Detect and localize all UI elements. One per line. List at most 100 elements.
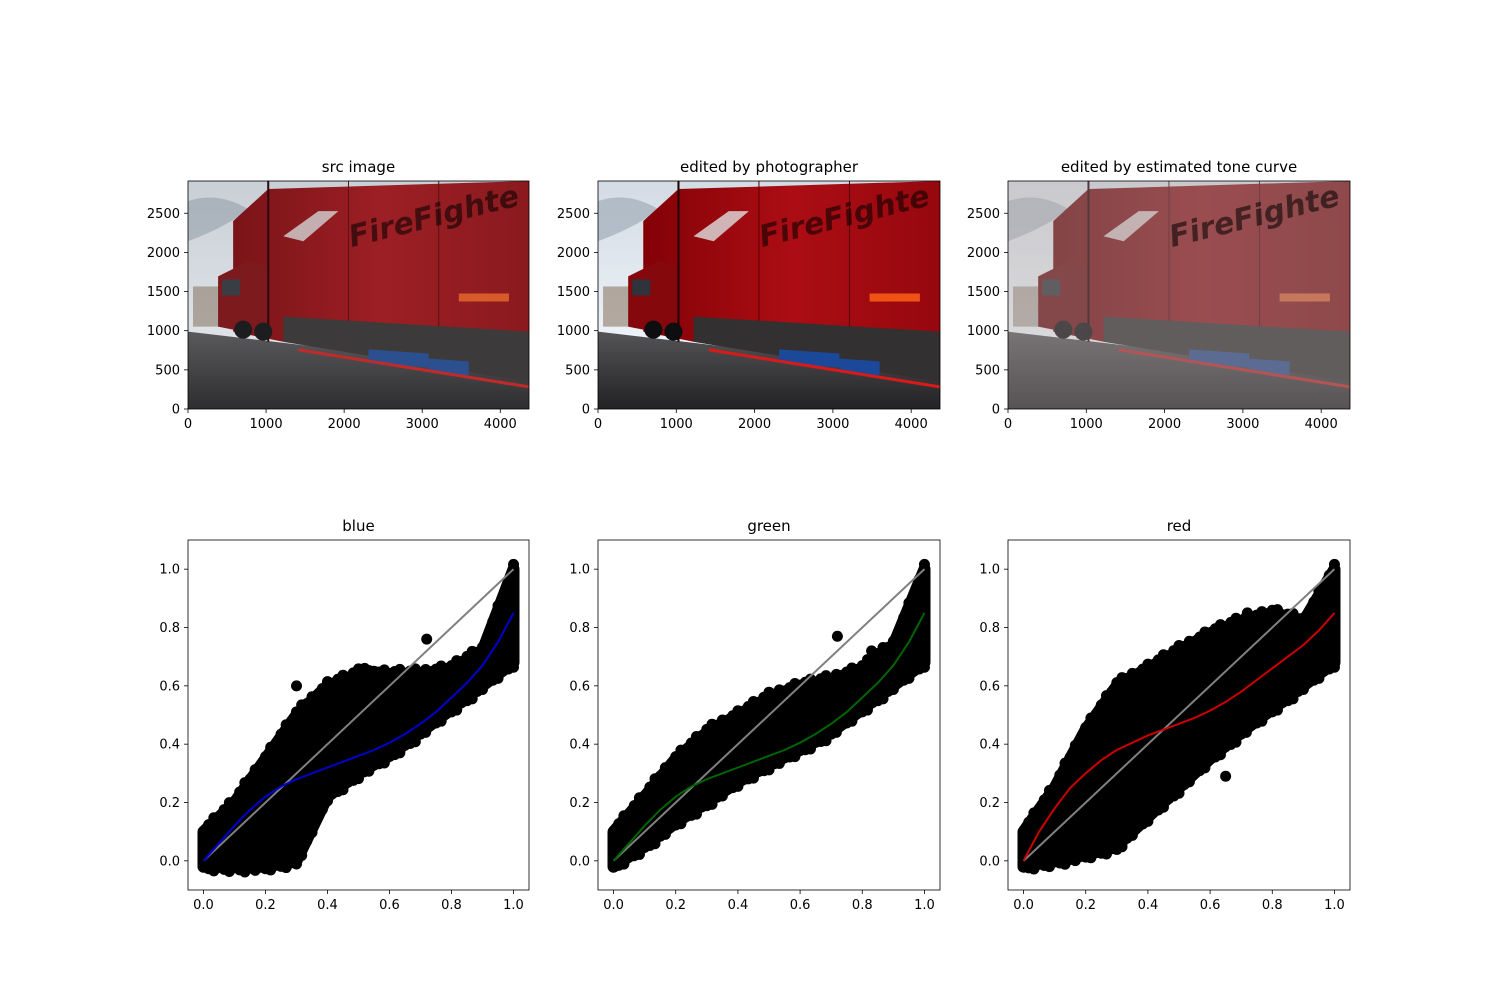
scatter-point (623, 808, 635, 820)
x-tick-label: 4000 (1305, 417, 1338, 432)
scatter-point (306, 826, 318, 838)
panel-title: edited by photographer (680, 158, 859, 176)
scatter-point (613, 818, 625, 830)
scatter-point (487, 615, 499, 627)
scatter-point (229, 795, 240, 807)
y-tick-label: 0 (172, 403, 180, 418)
x-tick-label: 1.0 (1324, 898, 1345, 913)
y-tick-label: 1.0 (159, 563, 180, 578)
axes-frame (597, 539, 941, 891)
scatter-point (893, 626, 905, 638)
scatter-point (1038, 794, 1050, 806)
scatter-point (1095, 699, 1107, 711)
scatter-point (1241, 607, 1253, 619)
y-tick-label: 2500 (967, 207, 1000, 222)
scatter-point (1257, 610, 1269, 622)
x-tick-label: 0 (594, 417, 602, 432)
scatter-point (887, 635, 899, 647)
y-tick-label: 1000 (147, 324, 180, 339)
x-tick-label: 3000 (1226, 417, 1259, 432)
y-tick-label: 1000 (557, 324, 590, 339)
identity-line (612, 568, 926, 862)
y-tick-label: 0.2 (569, 796, 590, 811)
scatter-point (291, 680, 302, 692)
y-tick-label: 500 (975, 363, 1000, 378)
scatter-point (1033, 803, 1045, 815)
scatter-point (918, 569, 930, 581)
y-tick-label: 0.4 (159, 738, 180, 753)
y-tick-label: 2500 (557, 207, 590, 222)
panel-title: blue (342, 517, 374, 535)
scatter-point (644, 781, 656, 793)
plot-area (197, 558, 520, 878)
axes-frame (187, 180, 530, 410)
y-tick-label: 1.0 (569, 563, 590, 578)
x-tick-label: 1.0 (914, 898, 935, 913)
x-tick-label: 0 (184, 417, 192, 432)
y-tick-label: 1.0 (979, 563, 1000, 578)
y-tick-label: 0.4 (979, 738, 1000, 753)
scatter-panel-blue: 0.0 0.2 0.4 0.6 0.8 1.0 0.0 0.2 0.4 0.6 0.8 1.0 blue (159, 517, 530, 913)
axes-frame (1007, 539, 1351, 891)
scatter-point (421, 633, 433, 645)
scatter-point (296, 849, 308, 861)
scatter-point (1157, 801, 1169, 813)
panel-title: green (747, 517, 790, 535)
scatter-point (316, 803, 328, 815)
scatter-point (291, 858, 302, 870)
scatter-point (1054, 769, 1066, 781)
tone-curve-line (1022, 612, 1336, 862)
scatter-point (1173, 787, 1185, 799)
scatter-point (1142, 815, 1154, 827)
x-tick-label: 2000 (738, 417, 771, 432)
x-tick-label: 0.4 (1138, 898, 1159, 913)
scatter-point (508, 558, 519, 570)
scatter-point (482, 631, 494, 643)
x-tick-label: 0.6 (790, 898, 811, 913)
scatter-point (881, 662, 893, 674)
y-tick-label: 1500 (557, 285, 590, 300)
x-tick-label: 3000 (406, 417, 439, 432)
scatter-point (1090, 708, 1102, 720)
y-tick-label: 0.4 (569, 738, 590, 753)
scatter-point (1328, 558, 1340, 570)
scatter-point (1049, 781, 1061, 793)
scatter-panel-green: 0.0 0.2 0.4 0.6 0.8 1.0 0.0 0.2 0.4 0.6 0.8 1.0 gree… (569, 517, 941, 913)
y-tick-label: 0.6 (159, 679, 180, 694)
tone-overlay (1008, 181, 1350, 409)
scatter-point (285, 715, 297, 727)
x-tick-label: 2000 (1148, 417, 1181, 432)
y-tick-label: 1500 (147, 285, 180, 300)
scatter-point (1318, 580, 1330, 592)
y-tick-label: 2000 (147, 246, 180, 261)
x-tick-label: 0 (1004, 417, 1012, 432)
axes-frame (1007, 180, 1351, 410)
scatter-point (1111, 843, 1123, 855)
scatter-point (1064, 751, 1076, 763)
x-tick-label: 3000 (816, 417, 849, 432)
scatter-point (608, 826, 620, 838)
plot-area (607, 558, 931, 873)
scatter-point (508, 569, 519, 581)
y-tick-label: 0 (992, 403, 1000, 418)
y-tick-label: 0 (582, 403, 590, 418)
axes-frame (597, 180, 941, 410)
x-tick-label: 0.6 (379, 898, 400, 913)
x-tick-label: 4000 (484, 417, 517, 432)
x-tick-label: 0.4 (728, 898, 749, 913)
x-tick-label: 0.4 (317, 898, 338, 913)
scatter-point (439, 662, 451, 674)
x-tick-label: 0.2 (1075, 898, 1096, 913)
scatter-point (1075, 733, 1087, 745)
scatter-point (1328, 569, 1340, 581)
scatter-point (1023, 816, 1035, 828)
scatter-point (311, 812, 323, 824)
scatter-point (497, 590, 509, 602)
scatter-point (866, 645, 878, 657)
scatter-point (1120, 826, 1132, 838)
x-tick-label: 1.0 (503, 898, 524, 913)
scatter-point (1183, 776, 1195, 788)
scatter-panel-red: 0.0 0.2 0.4 0.6 0.8 1.0 0.0 0.2 0.4 0.6 0.8 1.0 red (979, 517, 1351, 913)
